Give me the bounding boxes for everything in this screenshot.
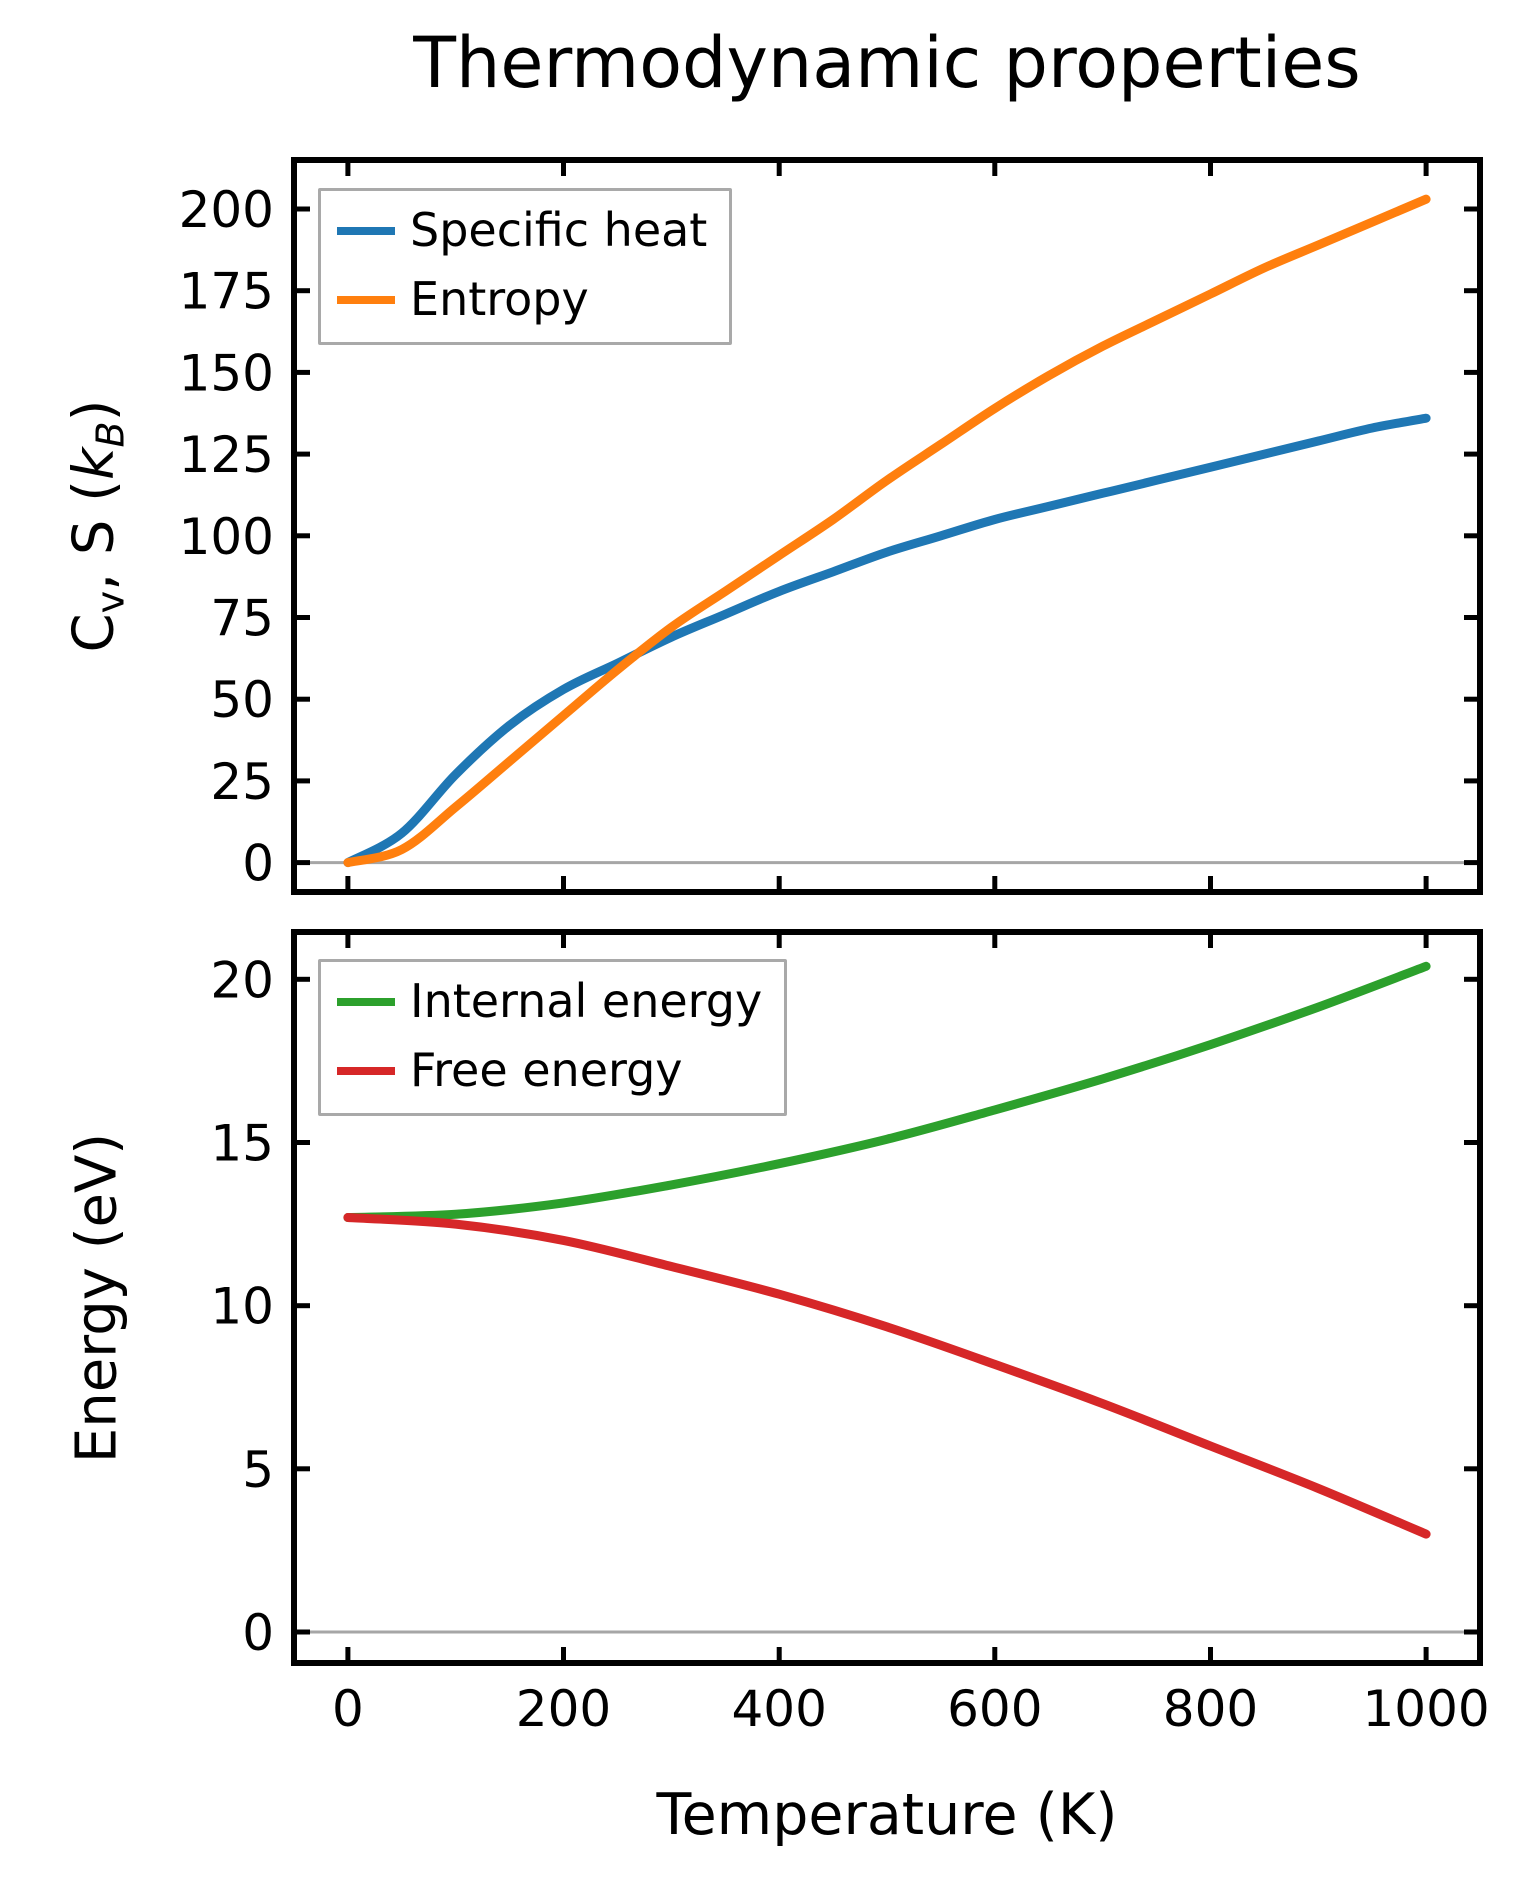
y-axis-label-top: Cv, S (kB) xyxy=(62,400,133,653)
y-tick-label: 25 xyxy=(210,753,274,811)
y-axis-label-part: C xyxy=(61,613,127,653)
y-tick-label: 0 xyxy=(242,835,274,893)
y-tick-label: 15 xyxy=(210,1115,274,1173)
free-energy-curve xyxy=(343,1213,1431,1539)
x-tick-label: 400 xyxy=(731,1680,826,1738)
x-tick-label: 0 xyxy=(332,1680,364,1738)
y-tick-label: 20 xyxy=(210,951,274,1009)
internal-energy-line-swatch xyxy=(337,997,395,1006)
entropy-curve xyxy=(343,194,1431,868)
specific-heat-curve xyxy=(343,413,1431,868)
free-energy-line-swatch xyxy=(337,1066,395,1075)
y-tick-label: 5 xyxy=(242,1441,274,1499)
y-tick-label: 100 xyxy=(179,508,274,566)
y-tick-label: 175 xyxy=(179,263,274,321)
y-tick-label: 10 xyxy=(210,1278,274,1336)
panel-bottom: 0 200 400 600 800 1000 0 5 10 15 20 xyxy=(210,929,1490,1738)
legend-bottom: Internal energy Free energy xyxy=(318,959,788,1116)
y-axis-label-part: , S ( xyxy=(61,479,127,591)
legend-item-specific-heat: Specific heat xyxy=(337,203,708,258)
axes-frame-bottom xyxy=(291,929,1483,1666)
y-tick-label: 150 xyxy=(179,344,274,402)
legend-label-free-energy: Free energy xyxy=(410,1042,683,1097)
legend-top: Specific heat Entropy xyxy=(318,188,733,345)
y-tick-label: 200 xyxy=(179,181,274,239)
x-tick-label: 200 xyxy=(516,1680,611,1738)
y-tick-label: 125 xyxy=(179,426,274,484)
legend-item-entropy: Entropy xyxy=(337,271,707,327)
internal-energy-curve xyxy=(343,961,1431,1223)
y-axis-label-part: B xyxy=(88,421,133,448)
y-tick-label: 75 xyxy=(210,590,274,648)
legend-label-entropy: Entropy xyxy=(410,271,589,326)
entropy-line-swatch xyxy=(337,295,395,304)
y-axis-label-bottom: Energy (eV) xyxy=(64,1132,130,1464)
x-axis-label: Temperature (K) xyxy=(656,1782,1118,1848)
y-axis-label-part: ) xyxy=(61,399,127,422)
y-axis-label-part: k xyxy=(61,447,127,480)
y-axis-label-part: v xyxy=(88,590,133,614)
y-tick-label: 0 xyxy=(242,1604,274,1662)
legend-label-internal-energy: Internal energy xyxy=(410,974,763,1028)
panel-top: 0 25 50 75 100 125 150 175 200 xyxy=(179,157,1483,895)
y-tick-label: 50 xyxy=(210,671,274,729)
x-tick-label: 800 xyxy=(1163,1680,1258,1738)
legend-label-specific-heat: Specific heat xyxy=(410,203,708,257)
figure-title: Thermodynamic properties xyxy=(413,22,1361,104)
x-tick-label: 1000 xyxy=(1362,1680,1489,1738)
x-tick-label: 600 xyxy=(947,1680,1042,1738)
legend-item-internal-energy: Internal energy xyxy=(337,974,763,1029)
specific-heat-line-swatch xyxy=(337,226,395,235)
axes-frame-top xyxy=(291,157,1483,895)
legend-item-free-energy: Free energy xyxy=(337,1042,762,1098)
